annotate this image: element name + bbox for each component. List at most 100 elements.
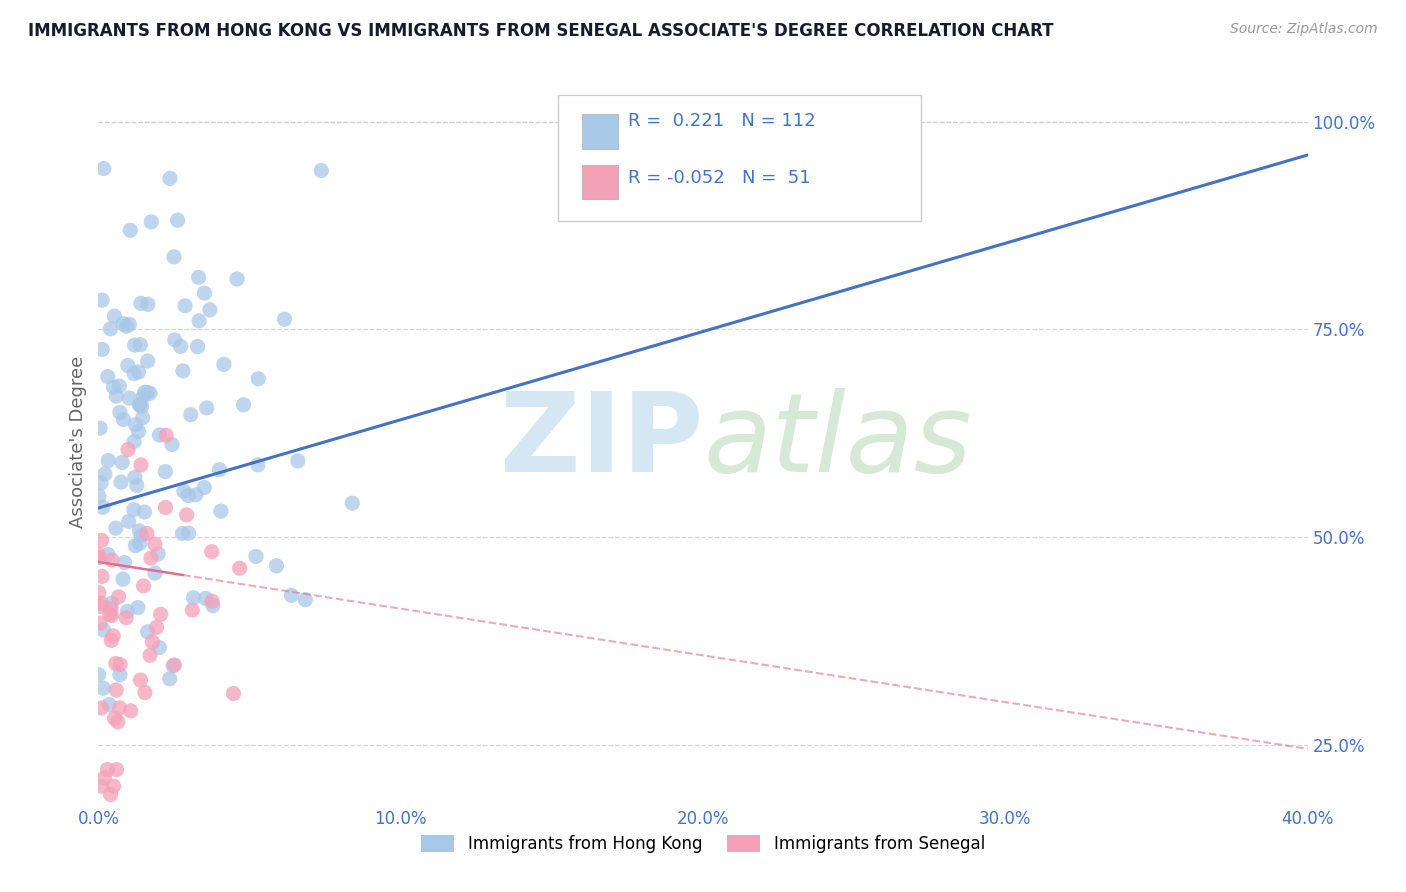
Text: atlas: atlas xyxy=(703,388,972,495)
Point xyxy=(134,385,156,400)
Point xyxy=(162,658,184,673)
Point xyxy=(117,604,139,618)
Point xyxy=(96,763,118,777)
Point xyxy=(90,475,112,490)
Point xyxy=(112,412,135,426)
Point xyxy=(127,365,149,379)
Point xyxy=(122,502,145,516)
Point xyxy=(176,508,198,522)
Point xyxy=(148,428,170,442)
Point xyxy=(273,312,295,326)
Point xyxy=(266,558,288,573)
Point xyxy=(87,547,110,561)
Text: ZIP: ZIP xyxy=(499,388,703,495)
Point xyxy=(222,687,245,701)
Point xyxy=(201,599,224,613)
Point xyxy=(93,771,115,785)
Point xyxy=(155,465,177,479)
Point xyxy=(195,401,218,415)
Point xyxy=(122,434,145,449)
Point xyxy=(159,171,181,186)
Point xyxy=(127,600,149,615)
Text: R = -0.052   N =  51: R = -0.052 N = 51 xyxy=(628,169,811,186)
Point xyxy=(90,779,112,793)
Point xyxy=(120,704,142,718)
Point xyxy=(280,588,302,602)
Point xyxy=(91,500,114,515)
Point xyxy=(294,592,316,607)
Point xyxy=(91,681,114,696)
Point xyxy=(201,594,224,608)
Point xyxy=(129,296,152,310)
Point xyxy=(246,458,269,472)
Point xyxy=(93,161,115,176)
Point xyxy=(198,302,221,317)
Point xyxy=(181,603,204,617)
Point xyxy=(143,566,166,580)
Point xyxy=(146,547,169,561)
Point xyxy=(115,319,138,334)
Point xyxy=(118,391,141,405)
Point xyxy=(129,337,152,351)
Point xyxy=(87,489,110,503)
Point xyxy=(212,357,235,371)
Point xyxy=(135,526,157,541)
Point xyxy=(108,657,131,672)
Point xyxy=(103,309,125,323)
Point xyxy=(105,763,128,777)
Point xyxy=(228,561,250,575)
Point xyxy=(90,596,112,610)
Point xyxy=(90,701,112,715)
Point xyxy=(117,442,139,457)
Point xyxy=(87,667,110,681)
Point xyxy=(108,405,131,419)
Point xyxy=(111,455,134,469)
Point xyxy=(89,616,111,631)
Point xyxy=(129,458,152,472)
Point xyxy=(131,400,153,414)
Point xyxy=(100,322,122,336)
Point xyxy=(166,213,188,227)
Point xyxy=(174,299,197,313)
Point xyxy=(107,714,129,729)
Point xyxy=(172,364,194,378)
Point xyxy=(110,475,132,490)
Point xyxy=(118,318,141,332)
Point xyxy=(342,496,364,510)
Point xyxy=(172,526,194,541)
Point xyxy=(122,367,145,381)
Point xyxy=(97,453,120,467)
Point xyxy=(163,657,186,672)
Point xyxy=(103,711,125,725)
Point xyxy=(145,620,167,634)
Point xyxy=(89,421,111,435)
Point xyxy=(159,672,181,686)
Point xyxy=(108,379,131,393)
Text: Source: ZipAtlas.com: Source: ZipAtlas.com xyxy=(1230,22,1378,37)
Point xyxy=(108,701,131,715)
Point xyxy=(104,657,127,671)
Point xyxy=(91,293,114,308)
Point xyxy=(128,398,150,412)
Point xyxy=(245,549,267,564)
Point xyxy=(134,505,156,519)
Point xyxy=(93,623,115,637)
Point xyxy=(148,640,170,655)
Point xyxy=(91,569,114,583)
Point xyxy=(134,685,156,699)
Point xyxy=(89,599,111,614)
Point xyxy=(183,591,205,605)
Text: IMMIGRANTS FROM HONG KONG VS IMMIGRANTS FROM SENEGAL ASSOCIATE'S DEGREE CORRELAT: IMMIGRANTS FROM HONG KONG VS IMMIGRANTS … xyxy=(28,22,1053,40)
Point xyxy=(124,470,146,484)
Point xyxy=(100,788,122,802)
Point xyxy=(100,633,122,648)
Point xyxy=(124,338,146,352)
FancyBboxPatch shape xyxy=(582,114,619,149)
Point xyxy=(101,629,124,643)
Point xyxy=(155,500,177,515)
Point xyxy=(98,698,121,712)
Point xyxy=(194,591,217,606)
Point xyxy=(100,608,122,623)
Point xyxy=(139,648,162,663)
Point xyxy=(287,454,309,468)
